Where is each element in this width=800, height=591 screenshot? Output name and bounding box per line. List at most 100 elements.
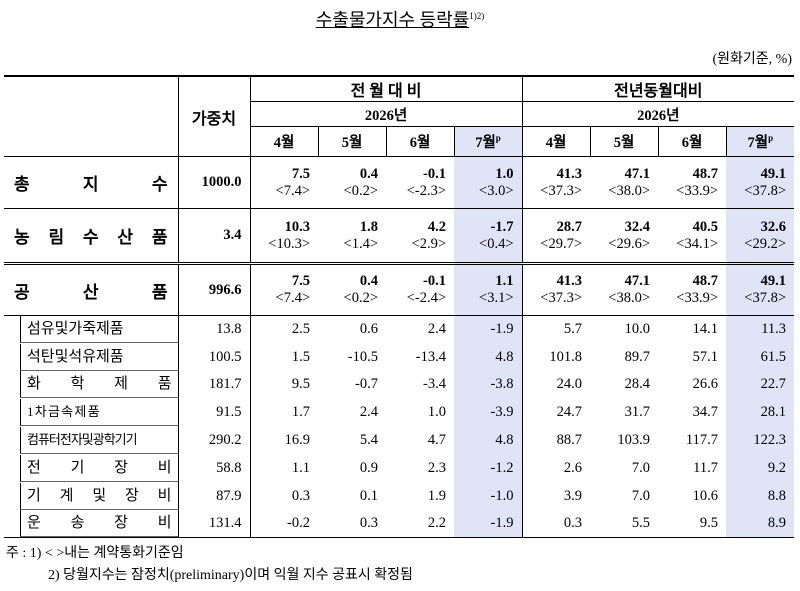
value: 0.4 [359,273,378,289]
contract-value: <38.0> [608,290,651,306]
value: 7.5 [291,165,310,182]
month: 5월 [341,135,363,151]
weight: 91.5 [177,398,250,427]
row-label-cell: 기 계 및 장 비 [4,482,178,510]
contract-value: <7.4> [275,290,310,306]
group-label: 전년동월대비 [521,75,795,102]
value: 49.1 [760,273,787,289]
value-cell: 0.4 <0.2> [318,156,386,209]
contract-value: <-2.4> [406,290,446,306]
value: -3.4 [423,376,446,393]
month-label: 4월 [521,126,591,157]
value: 0.4 [359,165,378,182]
weight: 996.6 [177,263,250,316]
weight: 3.4 [177,208,250,265]
value: 1.5 [249,343,318,372]
value: 88.7 [521,426,591,455]
value-cell: 4.2 <2.9> [386,208,454,265]
weight: 1000.0 [177,156,250,209]
weight: 87.9 [177,482,250,511]
value-cell: 0.4 <0.2> [318,263,386,316]
value: 11.3 [726,315,795,344]
contract-value: <29.6> [608,235,651,252]
value-cell: -0.1 <-2.4> [386,263,454,316]
value: 0.6 [359,321,378,338]
value: 26.6 [692,376,719,393]
note: 주 : 1) < >내는 계약통화기준임 [6,543,413,565]
value: 10.6 [692,487,719,504]
month-label: 4월 [249,126,318,157]
value: 40.5 [692,218,719,235]
contract-value: <33.9> [676,290,719,306]
row-label-cell: 화 학 제 품 [4,371,178,399]
sub-row: 1 차 금 속 제 품 91.5 1.7 2.4 1.0 -3.9 24.7 31.7 34.7… [4,398,795,427]
value: 16.9 [249,426,318,455]
row-label: 1 차 금 속 제 품 [20,399,178,427]
month-label: 5월 [589,126,659,157]
row-label-cell: 섬유및가죽제품 [4,316,178,344]
value: 1.1 [249,454,318,483]
value: 89.7 [624,348,651,365]
value: 41.3 [556,273,583,289]
contract-value: <38.0> [608,182,651,199]
row-label-cell: 운 송 장 비 [4,510,178,539]
value-cell: 32.4 <29.6> [590,208,659,265]
month-label: 5월 [317,126,386,157]
note-text: 2) 당월지수는 잠정치(preliminary)이며 익월 지수 공표시 확정… [48,568,413,583]
value: 32.6 [760,218,787,235]
value: 0.3 [318,510,386,539]
value: 31.7 [624,404,651,421]
contract-value: <1.4> [343,235,378,252]
value: 28.7 [556,218,583,235]
value: 2.4 [359,404,378,421]
value: -3.9 [454,398,523,427]
value: -1.9 [454,315,523,344]
group-year: 2026년 [249,101,523,127]
value: 57.1 [692,348,719,365]
value: 10.0 [624,321,651,338]
value-cell: 41.3 <37.3> [521,156,591,209]
sub-row: 컴퓨터전자및광학기기 290.2 16.9 5.4 4.7 4.8 88.7 103.9 117… [4,426,795,455]
value-cell: 1.8 <1.4> [318,208,386,265]
value-cell: -1.7 <0.4> [454,208,523,265]
header-row: 4월 5월 6월 7월p 4월 5월 6월 7월p [4,126,795,157]
value-cell: 1.1 <3.1> [454,263,523,316]
value: 8.8 [726,482,795,511]
title-note: 1)2) [469,11,485,21]
contract-value: <37.8> [744,182,787,199]
value: 28.4 [624,376,651,393]
row-label: 공 산 품 [4,263,178,316]
value-cell: 1.0 <3.0> [454,156,523,209]
value: 5.4 [359,432,378,449]
value: 10.3 [284,218,310,235]
month-label: 7월p [725,126,795,157]
contract-value: <33.9> [676,182,719,199]
value: 2.6 [521,454,591,483]
value: 32.4 [624,218,651,235]
contract-value: <0.2> [343,182,378,199]
value-cell: 28.7 <29.7> [521,208,591,265]
month-label: 6월 [385,126,454,157]
contract-value: <3.1> [479,290,514,306]
value: 1.8 [359,218,378,235]
row-label-cell: 전 기 장 비 [4,454,178,482]
month: 4월 [545,135,567,151]
value: 0.3 [521,510,591,539]
sub-row: 전 기 장 비 58.8 1.1 0.9 2.3 -1.2 2.6 7.0 11.7 9.2 [4,454,795,483]
header-row: 2026년 2026년 [4,101,795,127]
value: -3.8 [454,371,523,399]
value: 0.3 [249,482,318,511]
row-label: 컴퓨터전자및광학기기 [20,427,178,455]
month: 7월 [747,135,769,151]
value: 11.7 [693,459,719,476]
value: -1.2 [454,454,523,483]
group-label: 전 월 대 비 [249,75,523,102]
value: -0.1 [423,273,446,289]
weight: 181.7 [177,371,250,399]
value: 49.1 [760,165,787,182]
value: 9.2 [726,454,795,483]
value: 101.8 [521,343,591,372]
value: -1.7 [490,218,514,235]
contract-value: <34.1> [676,235,719,252]
